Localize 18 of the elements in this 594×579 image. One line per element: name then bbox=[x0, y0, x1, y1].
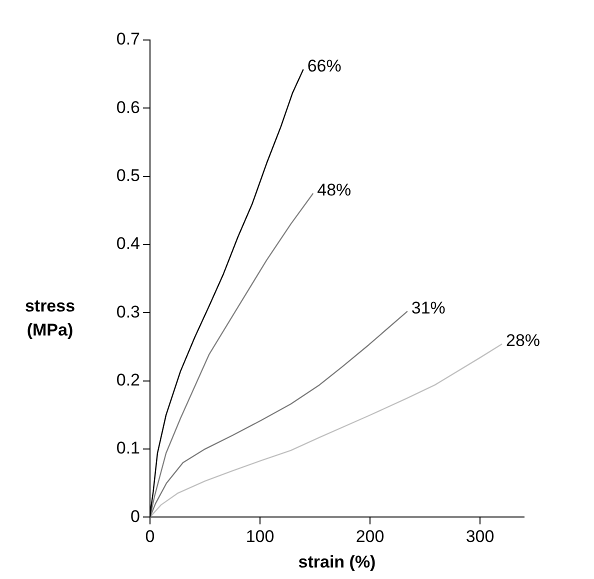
x-tick-label: 0 bbox=[145, 527, 155, 546]
y-axis-title: stress (MPa) bbox=[24, 296, 76, 340]
y-tick-label: 0.2 bbox=[116, 370, 140, 390]
series-label: 28% bbox=[506, 331, 540, 350]
x-tick-label: 300 bbox=[466, 527, 494, 546]
series-label: 31% bbox=[411, 298, 446, 318]
x-tick-label: 200 bbox=[356, 527, 384, 546]
y-tick-label: 0 bbox=[130, 506, 140, 526]
x-tick-label: 100 bbox=[246, 527, 274, 546]
y-tick-label: 0.5 bbox=[116, 166, 140, 186]
y-tick-label: 0.3 bbox=[116, 302, 140, 322]
x-axis-title: strain (%) bbox=[298, 552, 376, 572]
y-tick-label: 0.7 bbox=[116, 30, 140, 49]
series-label: 66% bbox=[307, 56, 342, 76]
y-tick-label: 0.4 bbox=[116, 234, 140, 254]
series-label: 48% bbox=[317, 180, 352, 200]
y-tick-label: 0.1 bbox=[116, 438, 140, 458]
y-tick-label: 0.6 bbox=[116, 98, 140, 117]
